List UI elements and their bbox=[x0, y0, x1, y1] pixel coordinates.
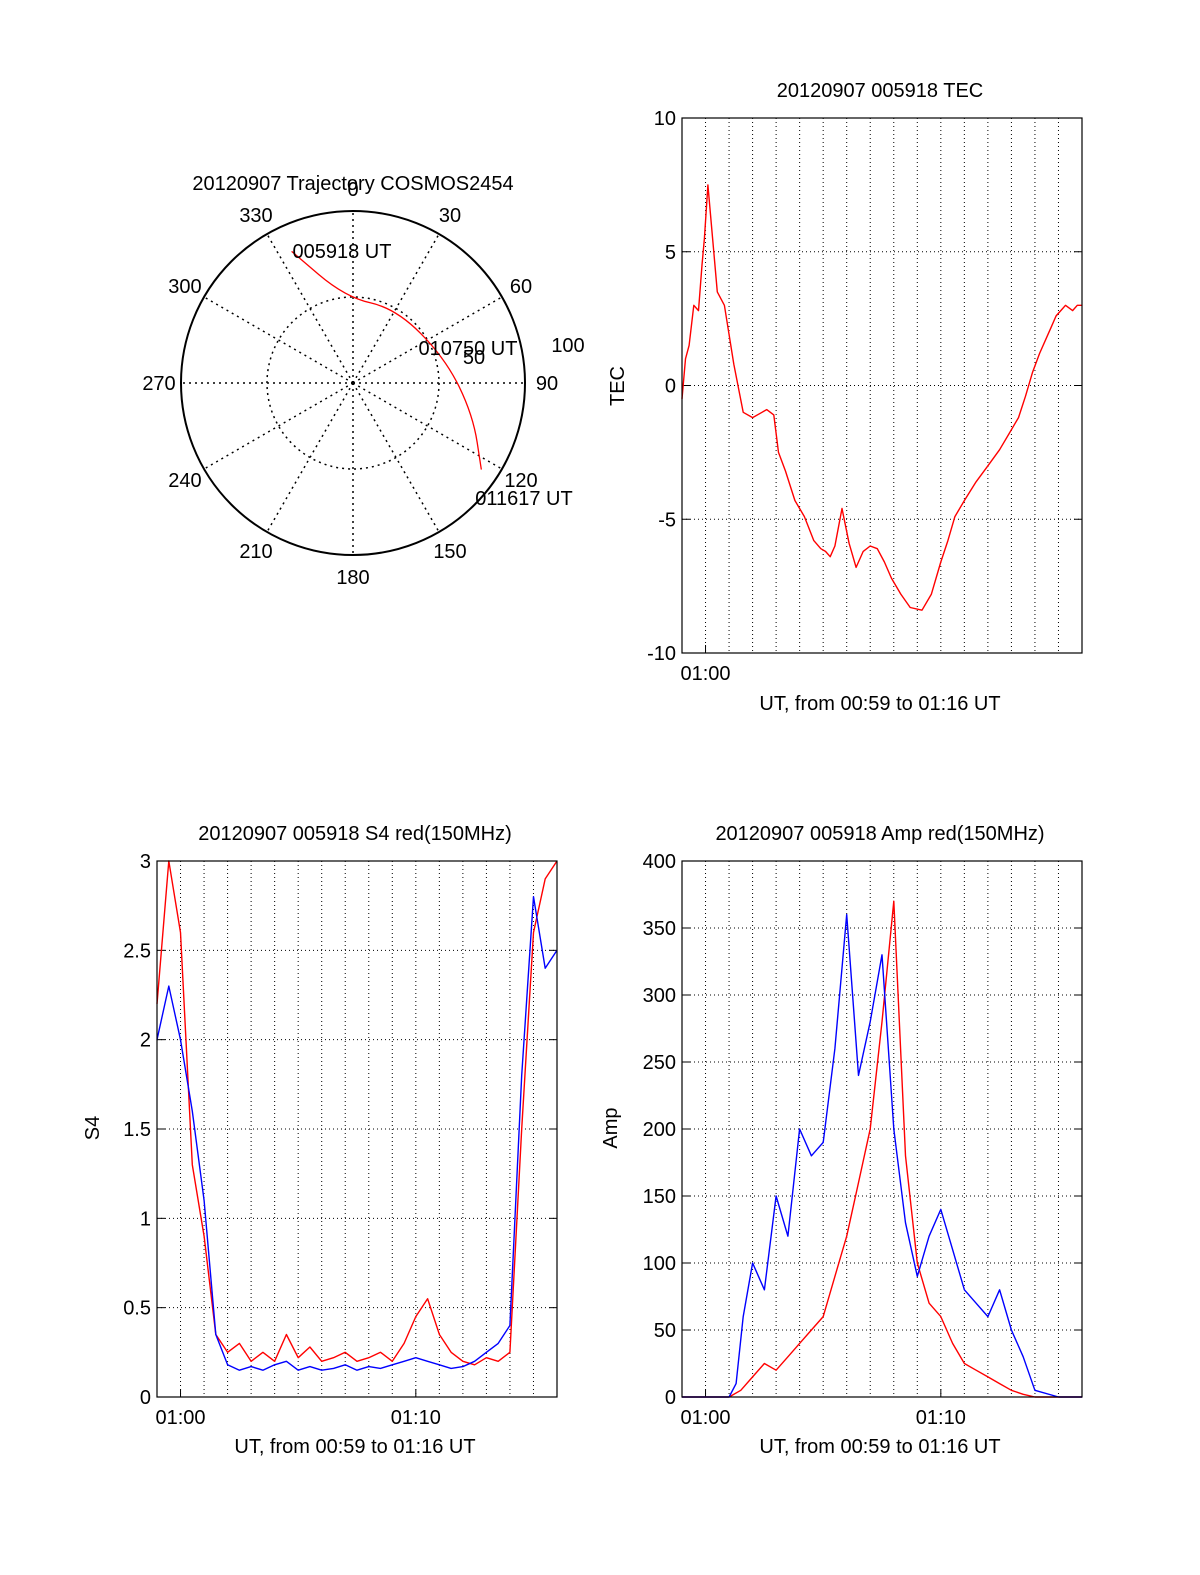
ring-label-50: 50 bbox=[463, 347, 485, 369]
azimuth-label: 30 bbox=[439, 205, 461, 227]
tec-title: 20120907 005918 TEC bbox=[777, 80, 983, 102]
plot-frame bbox=[681, 860, 1083, 1398]
polar-spoke bbox=[352, 382, 503, 470]
s4-title: 20120907 005918 S4 red(150MHz) bbox=[198, 823, 512, 845]
y-tick-label: 400 bbox=[643, 851, 676, 873]
s4-panel: 20120907 005918 S4 red(150MHz) UT, from … bbox=[82, 823, 558, 1458]
polar-spoke bbox=[266, 233, 354, 384]
y-tick-label: 350 bbox=[643, 918, 676, 940]
time-annotation: 010750 UT bbox=[419, 338, 518, 360]
polar-spoke bbox=[266, 382, 354, 533]
y-tick-label: 200 bbox=[643, 1119, 676, 1141]
y-tick-label: 3 bbox=[140, 851, 151, 873]
y-tick-label: -10 bbox=[647, 643, 676, 665]
series-line-1 bbox=[682, 913, 1082, 1398]
azimuth-label: 90 bbox=[536, 373, 558, 395]
azimuth-label: 270 bbox=[142, 373, 175, 395]
amp-title: 20120907 005918 Amp red(150MHz) bbox=[715, 823, 1044, 845]
y-tick-label: 1 bbox=[140, 1208, 151, 1230]
polar-annotations: 005918 UT 010750 UT 011617 UT bbox=[293, 241, 573, 510]
tec-panel: 20120907 005918 TEC UT, from 00:59 to 01… bbox=[607, 80, 1083, 715]
series-line-0 bbox=[681, 184, 1082, 611]
tec-xlabel: UT, from 00:59 to 01:16 UT bbox=[759, 693, 1000, 715]
azimuth-label: 300 bbox=[168, 276, 201, 298]
trajectory-title: 20120907 Trajectory COSMOS2454 bbox=[192, 173, 513, 195]
y-tick-label: 300 bbox=[643, 985, 676, 1007]
polar-azimuth-labels: 0 30 60 90 120 150 180 210 240 270 300 330 bbox=[142, 179, 558, 589]
ring-label-100: 100 bbox=[551, 335, 584, 357]
polar-spoke bbox=[203, 382, 354, 470]
series-line-0 bbox=[682, 900, 1082, 1398]
x-tick-label: 01:00 bbox=[680, 1407, 730, 1429]
s4-plot-area: 0 0.5 1 1.5 2 2.5 3 01:00 01:10 bbox=[123, 851, 558, 1429]
polar-track bbox=[291, 250, 482, 470]
y-tick-label: -5 bbox=[658, 509, 676, 531]
amp-ylabel: Amp bbox=[600, 1107, 622, 1148]
y-tick-label: 2 bbox=[140, 1030, 151, 1052]
y-tick-label: 0 bbox=[665, 1387, 676, 1409]
series-line-1 bbox=[156, 896, 558, 1371]
y-tick-label: 250 bbox=[643, 1052, 676, 1074]
y-tick-label: 1.5 bbox=[123, 1119, 151, 1141]
series-line-0 bbox=[156, 860, 558, 1366]
y-tick-label: 0.5 bbox=[123, 1298, 151, 1320]
polar-ring-labels: 50 100 bbox=[463, 335, 585, 369]
y-tick-label: 100 bbox=[643, 1253, 676, 1275]
amp-xlabel: UT, from 00:59 to 01:16 UT bbox=[759, 1436, 1000, 1458]
s4-ylabel: S4 bbox=[82, 1116, 104, 1140]
polar-outer-circle bbox=[180, 210, 526, 556]
y-tick-label: 0 bbox=[665, 376, 676, 398]
azimuth-label: 60 bbox=[510, 276, 532, 298]
y-tick-label: 150 bbox=[643, 1186, 676, 1208]
plot-frame bbox=[156, 860, 558, 1398]
time-annotation: 005918 UT bbox=[293, 241, 392, 263]
y-tick-label: 10 bbox=[654, 108, 676, 130]
y-tick-label: 50 bbox=[654, 1320, 676, 1342]
y-tick-label: 2.5 bbox=[123, 940, 151, 962]
azimuth-label: 240 bbox=[168, 470, 201, 492]
azimuth-label: 0 bbox=[347, 179, 358, 201]
x-tick-label: 01:00 bbox=[155, 1407, 205, 1429]
s4-xlabel: UT, from 00:59 to 01:16 UT bbox=[234, 1436, 475, 1458]
azimuth-label: 150 bbox=[433, 541, 466, 563]
azimuth-label: 330 bbox=[239, 205, 272, 227]
polar-spoke bbox=[352, 382, 440, 533]
azimuth-label: 210 bbox=[239, 541, 272, 563]
amp-plot-area: 0 50 100 150 200 250 300 350 400 01:00 01:10 bbox=[643, 851, 1083, 1429]
trajectory-panel: 20120907 Trajectory COSMOS2454 0 30 60 90 12… bbox=[142, 173, 584, 589]
x-tick-label: 01:10 bbox=[391, 1407, 441, 1429]
x-tick-label: 01:00 bbox=[680, 663, 730, 685]
tec-ylabel: TEC bbox=[607, 366, 629, 406]
azimuth-label: 180 bbox=[336, 567, 369, 589]
polar-spoke bbox=[203, 296, 354, 384]
azimuth-label: 120 bbox=[504, 470, 537, 492]
y-tick-label: 0 bbox=[140, 1387, 151, 1409]
x-tick-label: 01:10 bbox=[916, 1407, 966, 1429]
trajectory-line bbox=[291, 250, 482, 470]
amp-panel: 20120907 005918 Amp red(150MHz) UT, from… bbox=[600, 823, 1083, 1458]
plot-frame bbox=[681, 117, 1083, 654]
y-tick-label: 5 bbox=[665, 242, 676, 264]
polar-spoke bbox=[352, 233, 440, 384]
tec-plot-area: -10 -5 0 5 10 01:00 bbox=[647, 108, 1083, 685]
time-annotation: 011617 UT bbox=[475, 488, 572, 510]
